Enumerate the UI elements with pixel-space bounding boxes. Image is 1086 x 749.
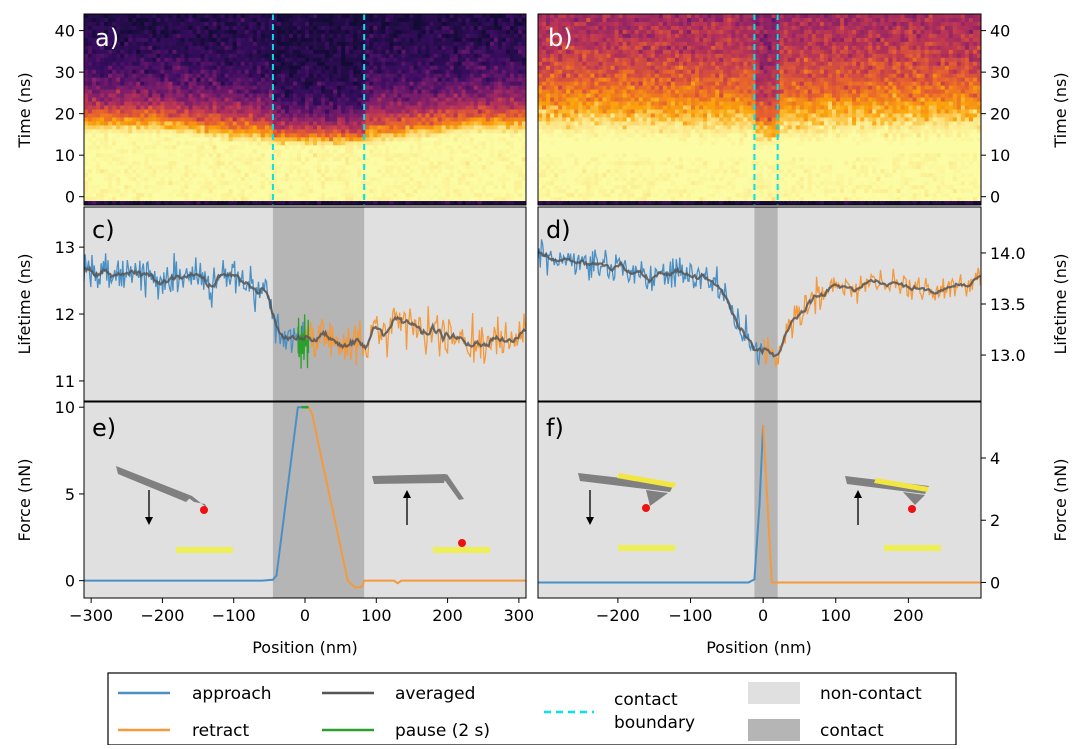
- ytick-label: 0: [990, 188, 1000, 207]
- ytick-label: 5: [65, 485, 75, 504]
- ytick-label: 11: [55, 372, 75, 391]
- xtick-label: −200: [140, 606, 184, 625]
- yticks-f: 0 2 4: [981, 449, 1000, 592]
- legend-pause: pause (2 s): [395, 721, 490, 741]
- particle-e-right: [458, 539, 466, 547]
- ylabel-b: Time (ns): [1051, 72, 1070, 148]
- heatmap-a: [84, 14, 527, 206]
- panel-label-b: b): [548, 24, 573, 52]
- legend-approach: approach: [192, 684, 272, 704]
- contact-region: [754, 207, 777, 401]
- panel-e: e) 0 5 10 −300 −200 −100 0 100 200 300 Force (nN…: [15, 398, 534, 657]
- panel-c: c) 11 12 13 Lifetime (ns): [15, 207, 526, 401]
- legend-swatch-contact: [748, 719, 800, 741]
- panel-f: f) 0 2 4 −200 −100 0 100 200 Force (nN) Positi…: [538, 402, 1070, 657]
- legend-non-contact: non-contact: [820, 684, 922, 704]
- panel-a: a) 0 10 20 30 40 Time (ns): [15, 14, 527, 207]
- xtick-label: −300: [69, 606, 113, 625]
- legend-swatch-non-contact: [748, 682, 800, 704]
- particle-f-left: [642, 504, 650, 512]
- ytick-label: 13.5: [990, 295, 1026, 314]
- yticks-b: 0 10 20 30 40: [981, 22, 1010, 207]
- legend-averaged: averaged: [395, 684, 475, 704]
- ytick-label: 2: [990, 511, 1000, 530]
- ytick-label: 13: [55, 238, 75, 257]
- panel-label-a: a): [95, 24, 119, 52]
- panel-label-e: e): [92, 414, 116, 442]
- panel-label-f: f): [546, 414, 564, 442]
- legend-boundary-2: boundary: [614, 713, 695, 733]
- xtick-label: 200: [893, 606, 924, 625]
- xtick-label: 100: [820, 606, 851, 625]
- panel-b: b) 0 10 20 30 40 Time (ns): [538, 14, 1070, 207]
- ytick-label: 10: [55, 398, 75, 417]
- ylabel-d: Lifetime (ns): [1051, 253, 1070, 354]
- yticks-e: 0 5 10: [55, 398, 84, 590]
- ytick-label: 40: [55, 22, 75, 41]
- legend-retract: retract: [192, 721, 249, 741]
- xticks-e: −300 −200 −100 0 100 200 300: [69, 598, 534, 625]
- contact-region: [273, 207, 364, 401]
- surface-e-left: [176, 547, 233, 553]
- xtick-label: 300: [504, 606, 535, 625]
- xtick-label: 0: [758, 606, 768, 625]
- ytick-label: 30: [990, 63, 1010, 82]
- ylabel-c: Lifetime (ns): [15, 253, 34, 354]
- ytick-label: 13.0: [990, 346, 1026, 365]
- ytick-label: 10: [55, 146, 75, 165]
- panel-label-c: c): [92, 216, 115, 244]
- ytick-label: 0: [990, 573, 1000, 592]
- ylabel-f: Force (nN): [1051, 459, 1070, 542]
- ytick-label: 14.0: [990, 244, 1026, 263]
- xtick-label: −200: [596, 606, 640, 625]
- ytick-label: 40: [990, 22, 1010, 41]
- yticks-a: 0 10 20 30 40: [55, 22, 84, 207]
- surface-e-right: [433, 547, 490, 553]
- legend-contact: contact: [820, 721, 884, 741]
- yticks-c: 11 12 13: [55, 238, 84, 391]
- panel-d: d) 13.0 13.5 14.0 Lifetime (ns): [538, 207, 1070, 401]
- xtick-label: −100: [669, 606, 713, 625]
- xlabel-f: Position (nm): [706, 638, 812, 657]
- contact-region: [754, 402, 777, 598]
- ytick-label: 20: [990, 105, 1010, 124]
- ytick-label: 0: [65, 572, 75, 591]
- particle-e-left: [200, 506, 208, 514]
- ytick-label: 10: [990, 146, 1010, 165]
- region-backgrounds-d: [538, 207, 981, 401]
- particle-f-right: [908, 505, 916, 513]
- ytick-label: 30: [55, 63, 75, 82]
- xtick-label: 200: [432, 606, 463, 625]
- ylabel-e: Force (nN): [15, 459, 34, 542]
- yticks-d: 13.0 13.5 14.0: [981, 244, 1026, 365]
- xtick-label: 100: [361, 606, 392, 625]
- ytick-label: 4: [990, 449, 1000, 468]
- region-backgrounds-e: [84, 402, 526, 598]
- xticks-f: −200 −100 0 100 200: [596, 598, 924, 625]
- heatmap-b: [538, 14, 982, 206]
- ylabel-a: Time (ns): [15, 72, 34, 148]
- region-backgrounds-c: [84, 207, 526, 401]
- xtick-label: 0: [300, 606, 310, 625]
- xtick-label: −100: [212, 606, 256, 625]
- legend-boundary-1: contact: [614, 690, 678, 710]
- surface-f-left: [618, 545, 675, 551]
- panel-label-d: d): [546, 216, 571, 244]
- surface-f-right: [884, 545, 941, 551]
- ytick-label: 20: [55, 105, 75, 124]
- ytick-label: 12: [55, 305, 75, 324]
- legend: approach retract averaged pause (2 s) co…: [108, 673, 956, 745]
- xlabel-e: Position (nm): [252, 638, 358, 657]
- ytick-label: 0: [65, 188, 75, 207]
